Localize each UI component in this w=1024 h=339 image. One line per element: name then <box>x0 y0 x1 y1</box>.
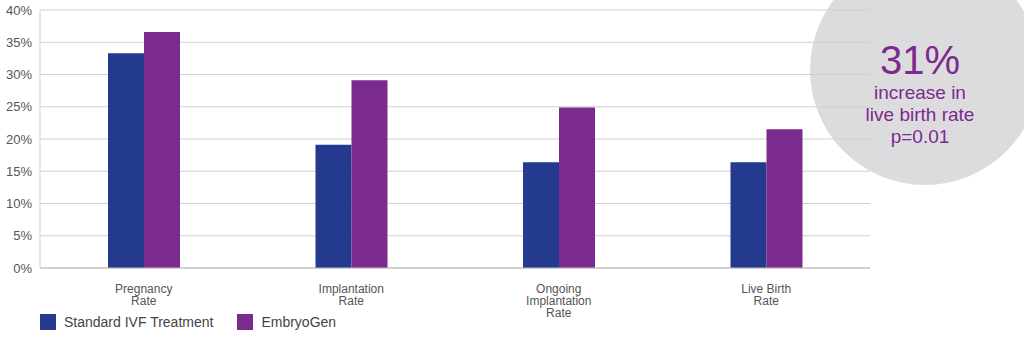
svg-text:10%: 10% <box>8 196 32 211</box>
svg-text:20%: 20% <box>8 132 32 147</box>
svg-text:0%: 0% <box>13 261 32 276</box>
svg-text:OngoingImplantationRate: OngoingImplantationRate <box>526 282 591 320</box>
html-text:31%: 31% <box>880 38 960 82</box>
svg-text:30%: 30% <box>8 67 32 82</box>
svg-text:35%: 35% <box>8 35 32 50</box>
svg-text:ImplantationRate: ImplantationRate <box>319 282 384 308</box>
svg-text:15%: 15% <box>8 164 32 179</box>
svg-text:40%: 40% <box>8 3 32 18</box>
svg-text:Live BirthRate: Live BirthRate <box>741 282 791 308</box>
html-text:increase in live birth rate: increase in live birth rate <box>865 82 975 125</box>
svg-text:PregnancyRate: PregnancyRate <box>115 282 172 308</box>
html-text:p=0.01: p=0.01 <box>890 126 950 147</box>
html-text:EmbryoGen: EmbryoGen <box>261 314 337 330</box>
svg-text:5%: 5% <box>13 228 32 243</box>
html-text:Standard IVF Treatment: Standard IVF Treatment <box>64 314 214 330</box>
svg-text:25%: 25% <box>8 99 32 114</box>
